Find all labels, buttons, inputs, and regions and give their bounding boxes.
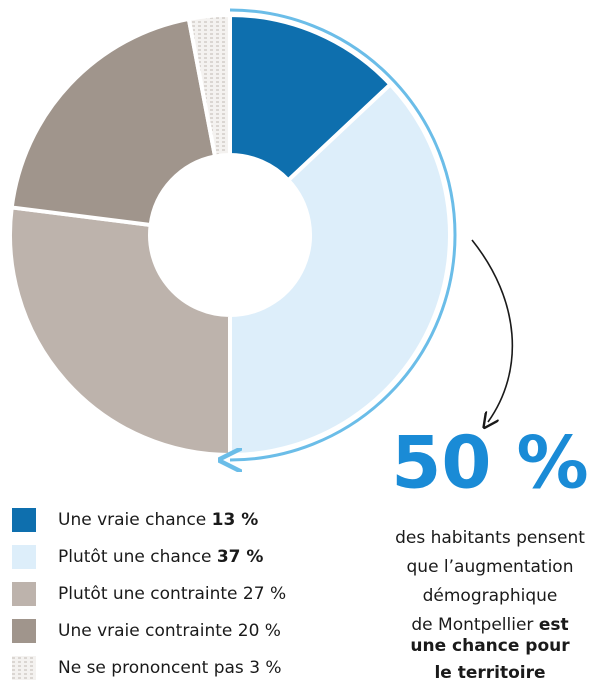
legend-name: Plutôt une contrainte bbox=[58, 584, 238, 604]
slice bbox=[228, 81, 452, 458]
annotation-line: que l’augmentation bbox=[407, 557, 574, 577]
legend-name: Ne se prononcent pas bbox=[58, 658, 244, 678]
legend-name: Une vraie contrainte bbox=[58, 621, 232, 641]
legend-value: 27 % bbox=[243, 584, 286, 604]
slice bbox=[228, 12, 394, 184]
annotation-line: des habitants pensent bbox=[395, 528, 585, 548]
annotation-emphasis: est bbox=[539, 615, 569, 635]
slice bbox=[186, 12, 232, 159]
annotation-text: de Montpellier bbox=[411, 615, 533, 635]
legend-value: 37 % bbox=[217, 547, 264, 567]
annotation-value: 50 % bbox=[391, 421, 588, 505]
legend-swatch bbox=[12, 582, 36, 606]
slice bbox=[8, 205, 232, 458]
legend-label: Une vraie chance 13 % bbox=[58, 510, 258, 530]
legend-swatch bbox=[12, 656, 36, 680]
legend-label: Plutôt une chance 37 % bbox=[58, 547, 263, 567]
legend-label: Ne se prononcent pas 3 % bbox=[58, 658, 282, 678]
legend-name: Plutôt une chance bbox=[58, 547, 211, 567]
annotation-line: démographique bbox=[423, 586, 558, 606]
legend-name: Une vraie chance bbox=[58, 510, 206, 530]
slice bbox=[9, 16, 218, 228]
legend-label: Une vraie contrainte 20 % bbox=[58, 621, 281, 641]
annotation-line: de Montpellier est bbox=[411, 615, 568, 635]
legend-swatch bbox=[12, 545, 36, 569]
annotation-text: des habitants pensent bbox=[395, 528, 585, 548]
annotation-text: que l’augmentation bbox=[407, 557, 574, 577]
legend-label: Plutôt une contrainte 27 % bbox=[58, 584, 286, 604]
legend-swatch bbox=[12, 508, 36, 532]
legend-value: 3 % bbox=[249, 658, 281, 678]
legend-swatch bbox=[12, 619, 36, 643]
annotation-emphasis: le territoire bbox=[434, 663, 545, 683]
annotation-text: démographique bbox=[423, 586, 558, 606]
callout-arrow bbox=[471, 239, 514, 422]
legend-value: 20 % bbox=[238, 621, 281, 641]
annotation-emphasis: une chance pour bbox=[410, 636, 570, 656]
legend-value: 13 % bbox=[212, 510, 259, 530]
highlight-arc bbox=[230, 8, 457, 460]
